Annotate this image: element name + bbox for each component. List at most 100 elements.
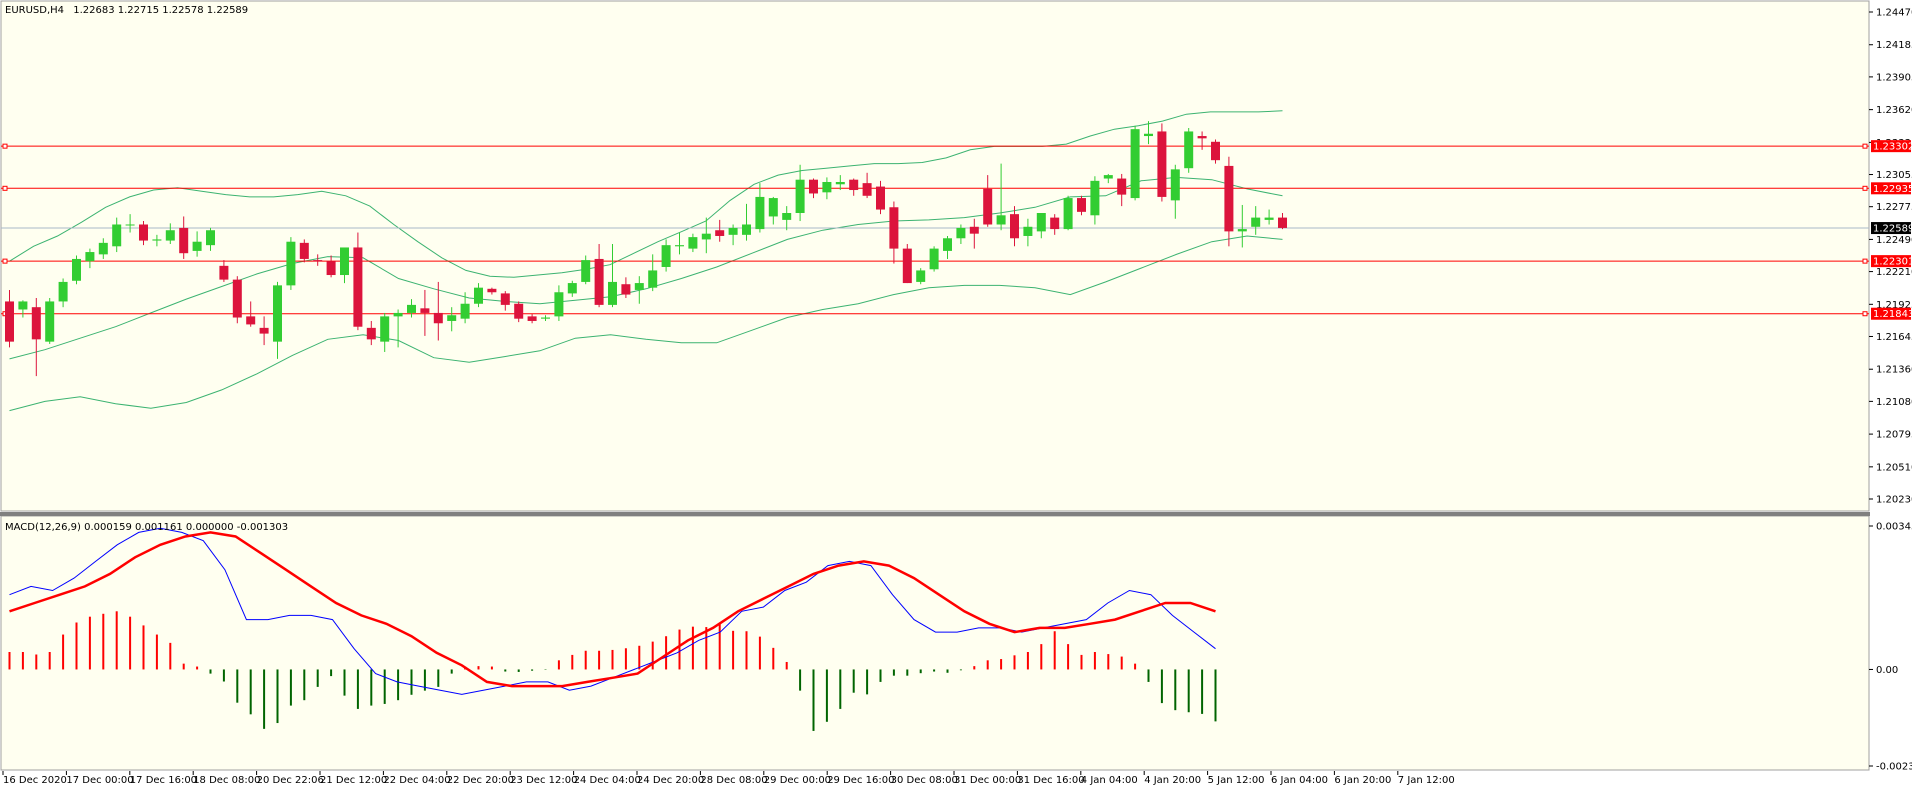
candlesticks <box>5 121 1287 377</box>
candle-body <box>755 196 765 230</box>
candle-body <box>1010 214 1019 239</box>
candle-body <box>809 179 818 194</box>
candle-body <box>1063 198 1073 230</box>
time-tick-label: 17 Dec 16:00 <box>130 775 197 786</box>
candle-body <box>259 327 269 334</box>
time-tick-label: 20 Dec 22:06 <box>257 775 324 786</box>
candle-body <box>1036 213 1046 232</box>
price-tick-label: 1.22775 <box>1876 202 1912 213</box>
candle-body <box>273 285 282 342</box>
candle-body <box>58 281 68 302</box>
macd-pane[interactable] <box>0 515 1870 771</box>
candle-body <box>527 316 537 321</box>
candle-body <box>715 230 725 236</box>
candle-body <box>139 224 148 241</box>
candle-body <box>983 188 993 225</box>
candle-body <box>500 293 510 305</box>
candle-body <box>661 245 671 267</box>
time-tick-label: 31 Dec 16:00 <box>1017 775 1084 786</box>
candle-body <box>219 265 229 280</box>
candle-body <box>18 301 28 310</box>
candle-body <box>299 242 309 259</box>
time-tick-label: 4 Jan 20:00 <box>1144 775 1201 786</box>
time-tick-label: 17 Dec 00:00 <box>66 775 133 786</box>
candle-body <box>742 224 751 235</box>
candle-body <box>380 316 390 342</box>
line-handle-left[interactable] <box>2 143 8 149</box>
candle-body <box>795 179 805 214</box>
candle-body <box>286 241 296 286</box>
pane-separator[interactable] <box>0 512 1870 516</box>
level-price-tag <box>1871 255 1911 268</box>
line-handle-right[interactable] <box>1862 143 1868 149</box>
level-price-tag <box>1871 182 1911 195</box>
time-tick-label: 21 Dec 12:00 <box>320 775 387 786</box>
time-tick-label: 18 Dec 08:00 <box>193 775 260 786</box>
candle-body <box>701 233 711 240</box>
macd-indicator <box>8 527 1217 731</box>
candle-body <box>487 288 497 293</box>
candle-body <box>1211 141 1220 161</box>
time-tick-label: 5 Jan 12:00 <box>1208 775 1265 786</box>
candle-body <box>246 316 256 325</box>
candle-body <box>996 215 1006 225</box>
time-tick-label: 29 Dec 16:00 <box>827 775 894 786</box>
candle-body <box>956 227 966 239</box>
candle-body <box>1103 175 1113 179</box>
time-tick-label: 24 Dec 20:00 <box>637 775 704 786</box>
bollinger-upper <box>9 110 1283 278</box>
bollinger-bands <box>9 110 1283 412</box>
candle-body <box>916 270 926 282</box>
candle-body <box>420 308 430 313</box>
candle-body <box>675 245 684 247</box>
candle-body <box>929 248 939 270</box>
candle-body <box>72 258 81 281</box>
time-tick-label: 31 Dec 00:00 <box>954 775 1021 786</box>
bid-price-tag <box>1871 222 1911 235</box>
level-price-tag-text: 1.22301 <box>1873 257 1912 268</box>
macd-tick-label: 0.003453 <box>1876 522 1912 533</box>
candle-body <box>125 224 135 226</box>
candle-body <box>554 292 564 317</box>
line-handle-right[interactable] <box>1862 185 1868 191</box>
macd-tick-label: -0.002324 <box>1876 762 1912 773</box>
candle-body <box>179 227 189 254</box>
macd-tick-label: 0.00 <box>1876 665 1898 676</box>
price-tick-label: 1.20510 <box>1876 462 1912 473</box>
line-handle-left[interactable] <box>2 258 8 264</box>
candle-body <box>581 260 591 282</box>
candle-body <box>849 179 859 191</box>
candle-body <box>313 260 323 262</box>
line-handle-right[interactable] <box>1862 311 1868 317</box>
signal-line <box>9 531 1216 688</box>
candle-body <box>1278 217 1287 228</box>
candle-body <box>1197 136 1207 139</box>
line-handle-left[interactable] <box>2 185 8 191</box>
candle-body <box>1130 129 1140 199</box>
candle-body <box>1170 169 1180 201</box>
candle-body <box>835 181 845 185</box>
candle-body <box>889 207 899 249</box>
candle-body <box>85 252 95 262</box>
candle-body <box>541 317 550 319</box>
time-tick-label: 24 Dec 04:00 <box>574 775 641 786</box>
macd-header: MACD(12,26,9) 0.000159 0.001161 0.000000… <box>5 522 288 533</box>
candle-body <box>1157 131 1167 197</box>
level-price-tag <box>1871 140 1911 153</box>
candle-body <box>822 181 832 193</box>
line-handle-right[interactable] <box>1862 258 1868 264</box>
price-tick-label: 1.23905 <box>1876 72 1912 83</box>
candle-body <box>862 183 872 196</box>
candle-body <box>433 312 443 324</box>
candle-body <box>366 327 376 340</box>
candle-body <box>782 213 792 220</box>
time-tick-label: 29 Dec 00:00 <box>764 775 831 786</box>
price-tick-label: 1.21080 <box>1876 397 1912 408</box>
candle-body <box>567 283 577 294</box>
candle-body <box>326 261 336 276</box>
price-tick-label: 1.20795 <box>1876 430 1912 441</box>
candle-body <box>474 287 483 304</box>
